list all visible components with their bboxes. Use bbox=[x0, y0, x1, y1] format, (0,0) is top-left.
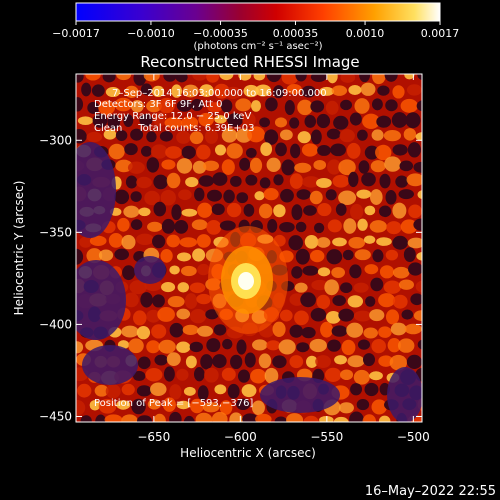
colorbar-tick-label: −0.0017 bbox=[52, 27, 100, 40]
y-tick-label: −400 bbox=[39, 317, 72, 331]
colorbar-tick-label: 0.00035 bbox=[273, 27, 319, 40]
x-axis-label: Heliocentric X (arcsec) bbox=[180, 446, 316, 460]
x-tick-label: −650 bbox=[137, 430, 170, 444]
chart-title: Reconstructed RHESSI Image bbox=[140, 53, 359, 71]
x-tick-label: −600 bbox=[224, 430, 257, 444]
y-tick-label: −300 bbox=[39, 133, 72, 147]
source-peak bbox=[208, 226, 288, 334]
y-tick-label: −350 bbox=[39, 225, 72, 239]
annotation-clean: Clean Total counts: 6.39E+03 bbox=[94, 123, 255, 134]
x-tick-label: −550 bbox=[310, 430, 343, 444]
annotation-energy: Energy Range: 12.0 − 25.0 keV bbox=[94, 111, 252, 122]
plot-frame bbox=[75, 73, 423, 423]
colorbar bbox=[76, 3, 440, 21]
colorbar-tick-label: −0.0010 bbox=[127, 27, 175, 40]
colorbar-tick-label: 0.0017 bbox=[421, 27, 460, 40]
colorbar-tick-label: 0.0010 bbox=[346, 27, 385, 40]
colorbar-frame bbox=[75, 2, 441, 22]
y-tick-label: −450 bbox=[39, 409, 72, 423]
y-axis: −300 −350 −400 −450 bbox=[39, 133, 422, 423]
annotation-peak: Position of Peak = [−593,−376] bbox=[94, 398, 254, 409]
x-tick-label: −500 bbox=[397, 430, 430, 444]
annotation-time-range: 7–Sep–2014 16:03:00.000 to 16:09:00.000 bbox=[112, 88, 327, 99]
colorbar-tick-label: −0.00035 bbox=[193, 27, 248, 40]
heatmap-image bbox=[76, 74, 422, 422]
colorbar-ticks: −0.0017 −0.0010 −0.00035 0.00035 0.0010 0.001… bbox=[52, 21, 459, 40]
y-axis-label: Heliocentric Y (arcsec) bbox=[12, 181, 26, 316]
footer-timestamp: 16–May–2022 22:55 bbox=[365, 484, 496, 499]
annotation-detectors: Detectors: 3F 6F 9F, Att 0 bbox=[94, 99, 223, 110]
colorbar-unit-label: (photons cm⁻² s⁻¹ asec⁻²) bbox=[193, 41, 322, 52]
heatmap-fringes bbox=[76, 74, 422, 422]
x-axis: −650 −600 −550 −500 bbox=[137, 74, 430, 444]
